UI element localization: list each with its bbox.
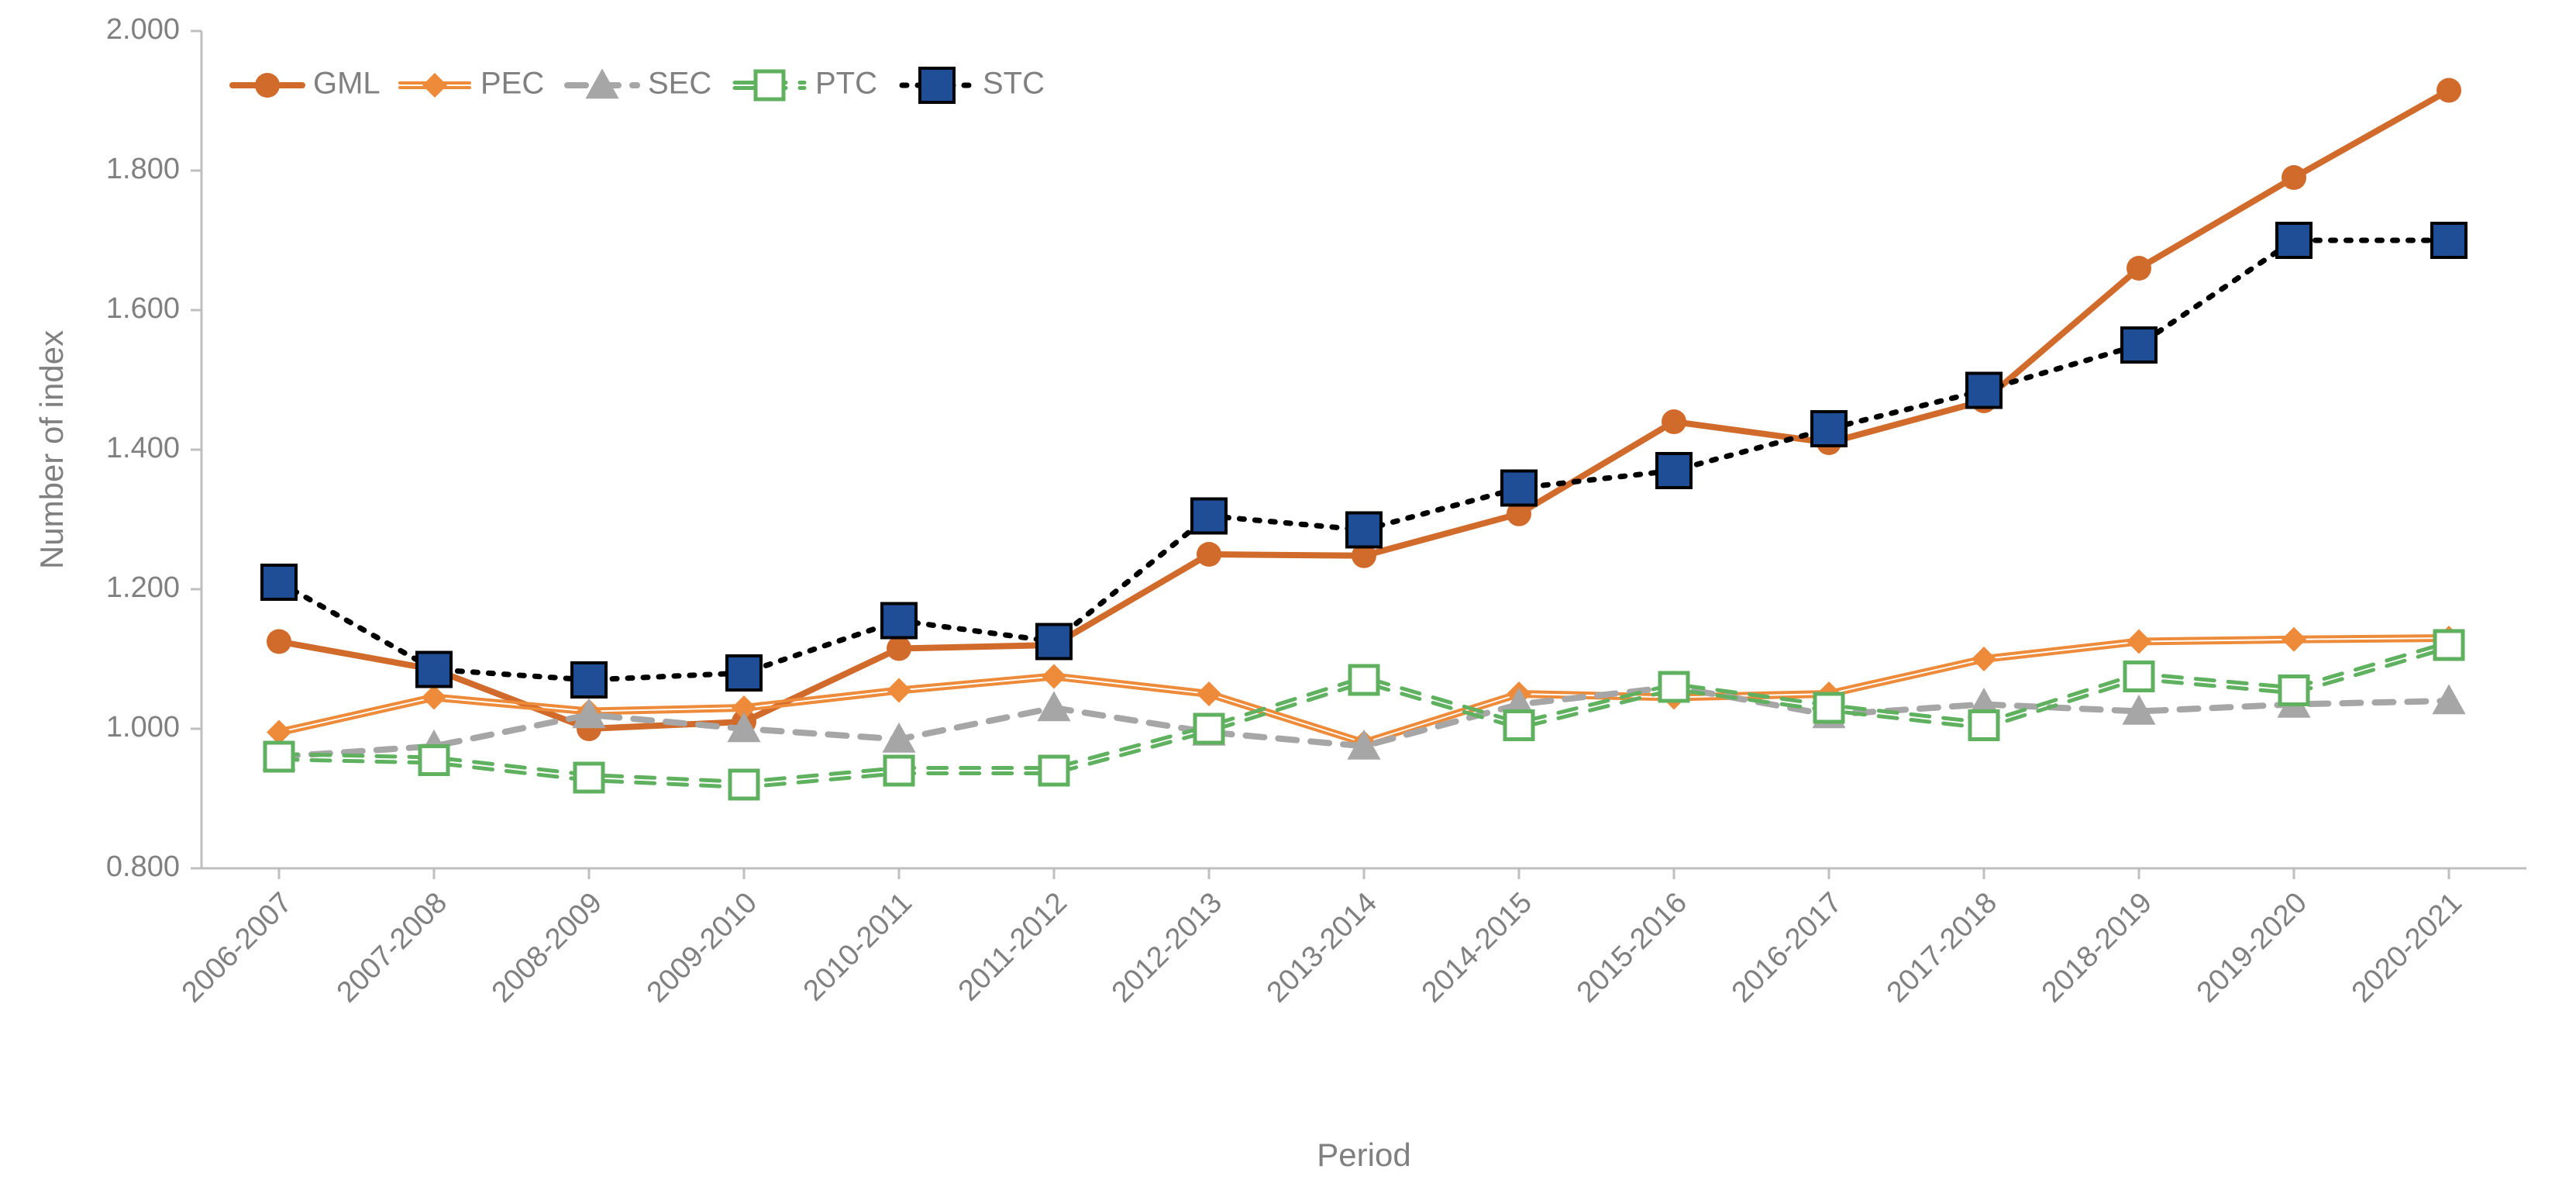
marker-square [882, 604, 916, 638]
marker-circle [1197, 542, 1221, 567]
marker-square-outline [1970, 712, 1998, 740]
y-tick-label: 1.000 [106, 711, 180, 743]
marker-square [1347, 513, 1381, 547]
marker-circle [1662, 409, 1686, 434]
y-tick-label: 1.600 [106, 292, 180, 325]
x-axis-title: Period [1317, 1137, 1410, 1173]
marker-square [417, 653, 451, 687]
legend-label: GML [313, 67, 381, 101]
marker-square-outline [756, 71, 783, 99]
marker-square [2277, 223, 2311, 257]
marker-square-outline [1815, 694, 1843, 722]
marker-circle [255, 73, 280, 98]
legend-label: SEC [648, 67, 711, 101]
marker-square [262, 565, 296, 599]
marker-square-outline [885, 757, 913, 785]
marker-square [1812, 412, 1846, 446]
marker-square-outline [1350, 666, 1378, 694]
legend-label: PTC [815, 67, 877, 101]
marker-square-outline [265, 743, 293, 771]
marker-square-outline [1040, 757, 1068, 785]
legend-label: PEC [480, 67, 544, 101]
y-tick-label: 1.200 [106, 571, 180, 604]
y-tick-label: 1.400 [106, 432, 180, 464]
marker-circle [887, 636, 911, 661]
line-chart: 0.8001.0001.2001.4001.6001.8002.0002006-… [0, 0, 2576, 1204]
marker-square-outline [2125, 663, 2153, 691]
marker-circle [2127, 256, 2151, 281]
y-tick-label: 1.800 [106, 153, 180, 185]
marker-square-outline [2280, 677, 2308, 705]
marker-square [920, 68, 954, 102]
legend-label: STC [983, 67, 1045, 101]
marker-square-outline [420, 747, 448, 774]
chart-svg: 0.8001.0001.2001.4001.6001.8002.0002006-… [0, 0, 2576, 1204]
marker-square-outline [1660, 673, 1688, 701]
marker-square [1967, 374, 2001, 408]
marker-square-outline [2435, 631, 2463, 659]
marker-square [1192, 499, 1226, 533]
marker-square-outline [1195, 715, 1223, 743]
y-axis-title: Number of index [33, 330, 70, 569]
marker-square [1502, 471, 1536, 505]
marker-circle [267, 630, 291, 654]
marker-square-outline [730, 771, 758, 799]
marker-circle [2282, 165, 2306, 190]
marker-square [572, 663, 606, 697]
y-tick-label: 2.000 [106, 13, 180, 46]
y-tick-label: 0.800 [106, 850, 180, 883]
marker-square [1037, 625, 1071, 659]
marker-square [2432, 223, 2466, 257]
chart-bg [0, 0, 2576, 1204]
marker-circle [2437, 78, 2461, 103]
marker-square [727, 656, 761, 690]
marker-square [1657, 454, 1691, 488]
marker-square [2122, 328, 2156, 362]
marker-square-outline [1505, 712, 1533, 740]
marker-square-outline [575, 764, 603, 792]
